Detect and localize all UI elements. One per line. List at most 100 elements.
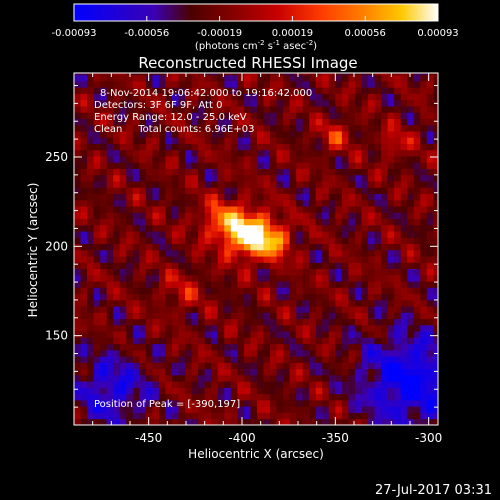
heatmap-cell xyxy=(348,112,356,119)
heatmap-cell xyxy=(224,256,232,263)
heatmap-cell xyxy=(335,131,343,138)
heatmap-cell xyxy=(126,324,134,332)
heatmap-cell xyxy=(106,112,114,119)
heatmap-cell xyxy=(224,331,232,338)
heatmap-cell xyxy=(158,299,166,307)
heatmap-cell xyxy=(335,181,343,188)
heatmap-cell xyxy=(211,74,219,82)
heatmap-cell xyxy=(132,106,140,113)
heatmap-cell xyxy=(204,249,212,257)
heatmap-cell xyxy=(191,212,199,220)
heatmap-cell xyxy=(413,356,421,363)
heatmap-cell xyxy=(119,218,127,226)
heatmap-cell xyxy=(211,274,219,282)
heatmap-cell xyxy=(315,356,323,363)
heatmap-cell xyxy=(158,362,166,370)
heatmap-cell xyxy=(354,74,362,82)
heatmap-cell xyxy=(381,331,388,338)
heatmap-cell xyxy=(224,106,232,113)
y-tick-label: 200 xyxy=(45,239,68,253)
heatmap-cell xyxy=(322,418,330,426)
heatmap-cell xyxy=(283,112,290,119)
heatmap-cell xyxy=(80,131,88,138)
heatmap-cell xyxy=(113,318,121,326)
heatmap-cell xyxy=(361,374,369,382)
heatmap-cell xyxy=(354,137,362,144)
heatmap-cell xyxy=(158,381,166,388)
heatmap-cell xyxy=(178,299,186,307)
heatmap-cell xyxy=(250,249,258,257)
heatmap-cell xyxy=(302,318,310,326)
heatmap-cell xyxy=(80,312,88,320)
heatmap-cell xyxy=(250,81,258,88)
heatmap-cell xyxy=(126,243,134,251)
heatmap-cell xyxy=(309,262,317,270)
heatmap-cell xyxy=(250,193,258,201)
heatmap-cell xyxy=(237,406,245,413)
heatmap-cell xyxy=(256,362,264,370)
heatmap-cell xyxy=(270,387,277,395)
heatmap-cell xyxy=(302,237,310,245)
heatmap-cell xyxy=(361,412,369,420)
heatmap-cell xyxy=(178,162,186,169)
heatmap-cell xyxy=(283,87,290,94)
heatmap-cell xyxy=(172,162,179,169)
heatmap-cell xyxy=(413,237,421,245)
heatmap-cell xyxy=(361,168,369,176)
heatmap-cell xyxy=(224,81,232,88)
heatmap-cell xyxy=(80,324,88,332)
heatmap-cell xyxy=(381,387,388,395)
heatmap-cell xyxy=(263,193,271,201)
heatmap-cell xyxy=(426,281,434,288)
heatmap-cell xyxy=(413,162,421,169)
heatmap-cell xyxy=(204,156,212,163)
heatmap-cell xyxy=(126,262,134,270)
heatmap-cell xyxy=(381,306,388,313)
heatmap-cell xyxy=(250,118,258,126)
heatmap-cell xyxy=(400,99,408,107)
heatmap-cell xyxy=(87,393,94,401)
heatmap-cell xyxy=(185,262,192,270)
heatmap-cell xyxy=(426,374,434,382)
heatmap-cell xyxy=(400,349,408,357)
heatmap-cell xyxy=(165,381,173,388)
heatmap-cell xyxy=(400,212,408,220)
heatmap-cell xyxy=(328,237,336,245)
heatmap-cell xyxy=(433,112,439,119)
heatmap-cell xyxy=(178,312,186,320)
heatmap-cell xyxy=(328,199,336,207)
heatmap-cell xyxy=(230,331,238,338)
heatmap-cell xyxy=(185,149,192,157)
heatmap-cell xyxy=(243,399,251,407)
heatmap-cell xyxy=(217,399,225,407)
heatmap-cell xyxy=(368,224,375,232)
heatmap-cell xyxy=(100,312,108,320)
heatmap-cell xyxy=(322,87,330,94)
heatmap-cell xyxy=(426,268,434,276)
heatmap-cell xyxy=(100,393,108,401)
heatmap-cell xyxy=(178,193,186,201)
heatmap-cell xyxy=(132,418,140,426)
heatmap-cell xyxy=(374,318,382,326)
heatmap-cell xyxy=(263,206,271,213)
heatmap-cell xyxy=(224,281,232,288)
heatmap-cell xyxy=(302,381,310,388)
heatmap-cell xyxy=(270,393,277,401)
heatmap-cell xyxy=(204,387,212,395)
heatmap-cell xyxy=(224,262,232,270)
heatmap-cell xyxy=(296,387,304,395)
heatmap-cell xyxy=(250,124,258,132)
heatmap-cell xyxy=(191,287,199,295)
heatmap-cell xyxy=(178,231,186,238)
heatmap-cell xyxy=(374,81,382,88)
heatmap-cell xyxy=(302,249,310,257)
heatmap-cell xyxy=(106,106,114,113)
heatmap-cell xyxy=(322,143,330,151)
heatmap-cell xyxy=(172,293,179,301)
heatmap-cell xyxy=(250,362,258,370)
heatmap-cell xyxy=(394,406,402,413)
heatmap-cell xyxy=(270,237,277,245)
heatmap-cell xyxy=(256,87,264,94)
heatmap-cell xyxy=(368,193,375,201)
heatmap-cell xyxy=(178,412,186,420)
